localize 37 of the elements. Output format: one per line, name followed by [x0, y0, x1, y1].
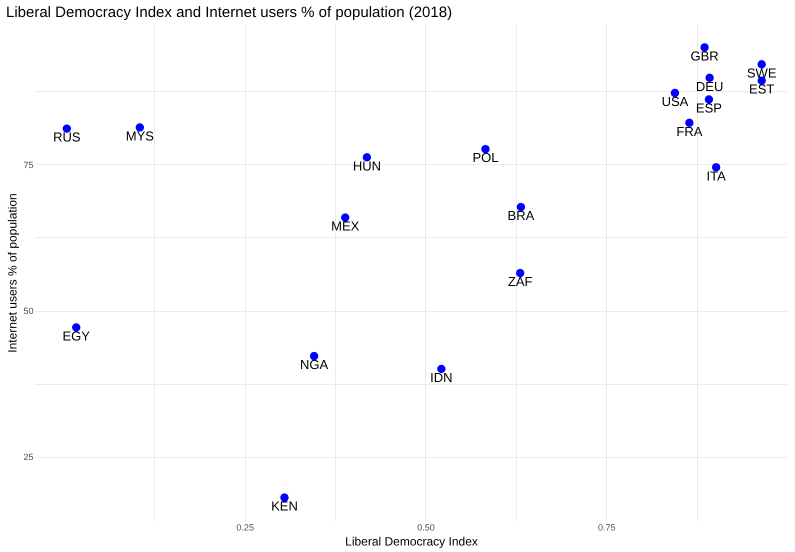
point	[712, 163, 720, 172]
annotation: HUN	[352, 158, 381, 174]
y-axis-title: Internet users % of population	[5, 193, 20, 353]
x-tick-label: 0.75	[598, 522, 616, 532]
annotation: MEX	[331, 218, 360, 234]
annotation: DEU	[696, 78, 724, 94]
annotation: KEN	[271, 498, 298, 514]
point	[705, 74, 714, 82]
point	[516, 268, 524, 278]
x-tick-label: 0.50	[417, 522, 435, 532]
y-tick-label: 25	[23, 452, 34, 462]
annotation: ESP	[696, 100, 722, 116]
x-tick-label: 0.25	[236, 522, 254, 532]
annotation: NGA	[300, 357, 329, 372]
point	[362, 153, 372, 162]
annotation: GBR	[690, 48, 719, 64]
point	[685, 118, 694, 127]
point	[437, 364, 446, 374]
x-axis-title: Liberal Democracy Index	[345, 534, 478, 548]
point	[280, 493, 289, 502]
point	[516, 202, 526, 212]
point	[341, 213, 350, 222]
chart-title: Liberal Democracy Index and Internet users % of population (2018)	[6, 4, 452, 21]
annotation: ZAF	[508, 274, 533, 290]
y-tick-label: 50	[23, 306, 34, 316]
annotation: IDN	[430, 370, 453, 385]
annotation: EST	[749, 82, 774, 97]
annotation: SWE	[746, 65, 777, 80]
annotation: EGY	[62, 328, 90, 344]
annotation: USA	[662, 94, 689, 109]
annotation: POL	[472, 150, 498, 166]
y-tick-label: 75	[23, 160, 34, 170]
annotation: FRA	[676, 124, 703, 139]
annotation: BRA	[508, 208, 535, 224]
annotation: RUS	[53, 130, 81, 145]
annotation: ITA	[706, 168, 726, 184]
annotation: MYS	[126, 128, 154, 144]
